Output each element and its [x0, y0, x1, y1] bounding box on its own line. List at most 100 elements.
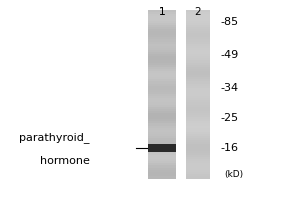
Bar [186, 142, 210, 145]
Bar [186, 56, 210, 59]
Bar [186, 71, 210, 73]
Bar [148, 115, 176, 118]
Bar [186, 44, 210, 46]
Bar [148, 102, 176, 105]
Bar [186, 104, 210, 107]
Bar [148, 69, 176, 71]
Bar [148, 165, 176, 168]
Bar [186, 35, 210, 38]
Bar [148, 29, 176, 31]
Bar [186, 75, 210, 78]
Bar [186, 157, 210, 160]
Bar [148, 46, 176, 48]
Bar [148, 128, 176, 130]
Bar [186, 58, 210, 61]
Bar [148, 71, 176, 73]
Bar [148, 111, 176, 113]
Bar [148, 92, 176, 94]
Bar [186, 174, 210, 176]
Text: -25: -25 [220, 113, 238, 123]
Bar [186, 18, 210, 21]
Bar [148, 174, 176, 176]
Bar [148, 77, 176, 80]
Bar [148, 126, 176, 128]
Bar [148, 23, 176, 25]
Bar [186, 176, 210, 178]
Bar [186, 115, 210, 118]
Bar [148, 155, 176, 158]
Bar [148, 109, 176, 111]
Bar [186, 136, 210, 139]
Bar [148, 50, 176, 52]
Bar [148, 113, 176, 116]
Bar [148, 117, 176, 120]
Text: -34: -34 [220, 83, 238, 93]
Bar [186, 98, 210, 101]
Bar [186, 113, 210, 116]
Bar [148, 60, 176, 63]
Bar [148, 123, 176, 126]
Bar [148, 90, 176, 92]
Text: -49: -49 [220, 50, 238, 60]
Bar [148, 119, 176, 122]
Text: (kD): (kD) [224, 170, 243, 179]
Bar [186, 67, 210, 69]
Bar [148, 52, 176, 55]
Bar [186, 94, 210, 97]
Bar [186, 73, 210, 76]
Bar [186, 119, 210, 122]
Bar [186, 69, 210, 71]
Bar [186, 153, 210, 155]
Bar [186, 96, 210, 99]
Bar [148, 54, 176, 57]
Bar [186, 60, 210, 63]
Bar [148, 159, 176, 162]
Bar [148, 44, 176, 46]
Bar [186, 107, 210, 109]
Bar [186, 132, 210, 134]
Bar [148, 27, 176, 29]
Bar [186, 134, 210, 136]
Bar [148, 157, 176, 160]
Bar [148, 146, 176, 149]
Bar [186, 140, 210, 143]
Bar [148, 96, 176, 99]
Bar [148, 39, 176, 42]
Bar [148, 37, 176, 40]
Bar [186, 138, 210, 141]
Text: hormone: hormone [40, 156, 90, 166]
Bar [186, 52, 210, 55]
Bar [186, 100, 210, 103]
Bar [186, 149, 210, 151]
Text: -85: -85 [220, 17, 238, 27]
Bar [148, 58, 176, 61]
Bar [186, 84, 210, 86]
Bar [186, 42, 210, 44]
Bar [186, 111, 210, 113]
Bar [186, 163, 210, 166]
Bar [148, 140, 176, 143]
Bar [148, 121, 176, 124]
Bar [186, 168, 210, 170]
Bar [148, 100, 176, 103]
Bar [186, 65, 210, 67]
Bar [186, 16, 210, 19]
Bar [148, 132, 176, 134]
Text: 2: 2 [195, 7, 201, 17]
Bar [148, 176, 176, 178]
Bar [148, 31, 176, 34]
Bar [148, 79, 176, 82]
Bar [148, 104, 176, 107]
Bar [186, 159, 210, 162]
Bar [148, 18, 176, 21]
Bar [186, 165, 210, 168]
Bar [186, 12, 210, 15]
Text: 1: 1 [159, 7, 165, 17]
Bar [186, 102, 210, 105]
Bar [148, 86, 176, 88]
Bar [148, 168, 176, 170]
Bar [186, 39, 210, 42]
Bar [148, 134, 176, 136]
Bar [148, 16, 176, 19]
Text: -16: -16 [220, 143, 238, 153]
